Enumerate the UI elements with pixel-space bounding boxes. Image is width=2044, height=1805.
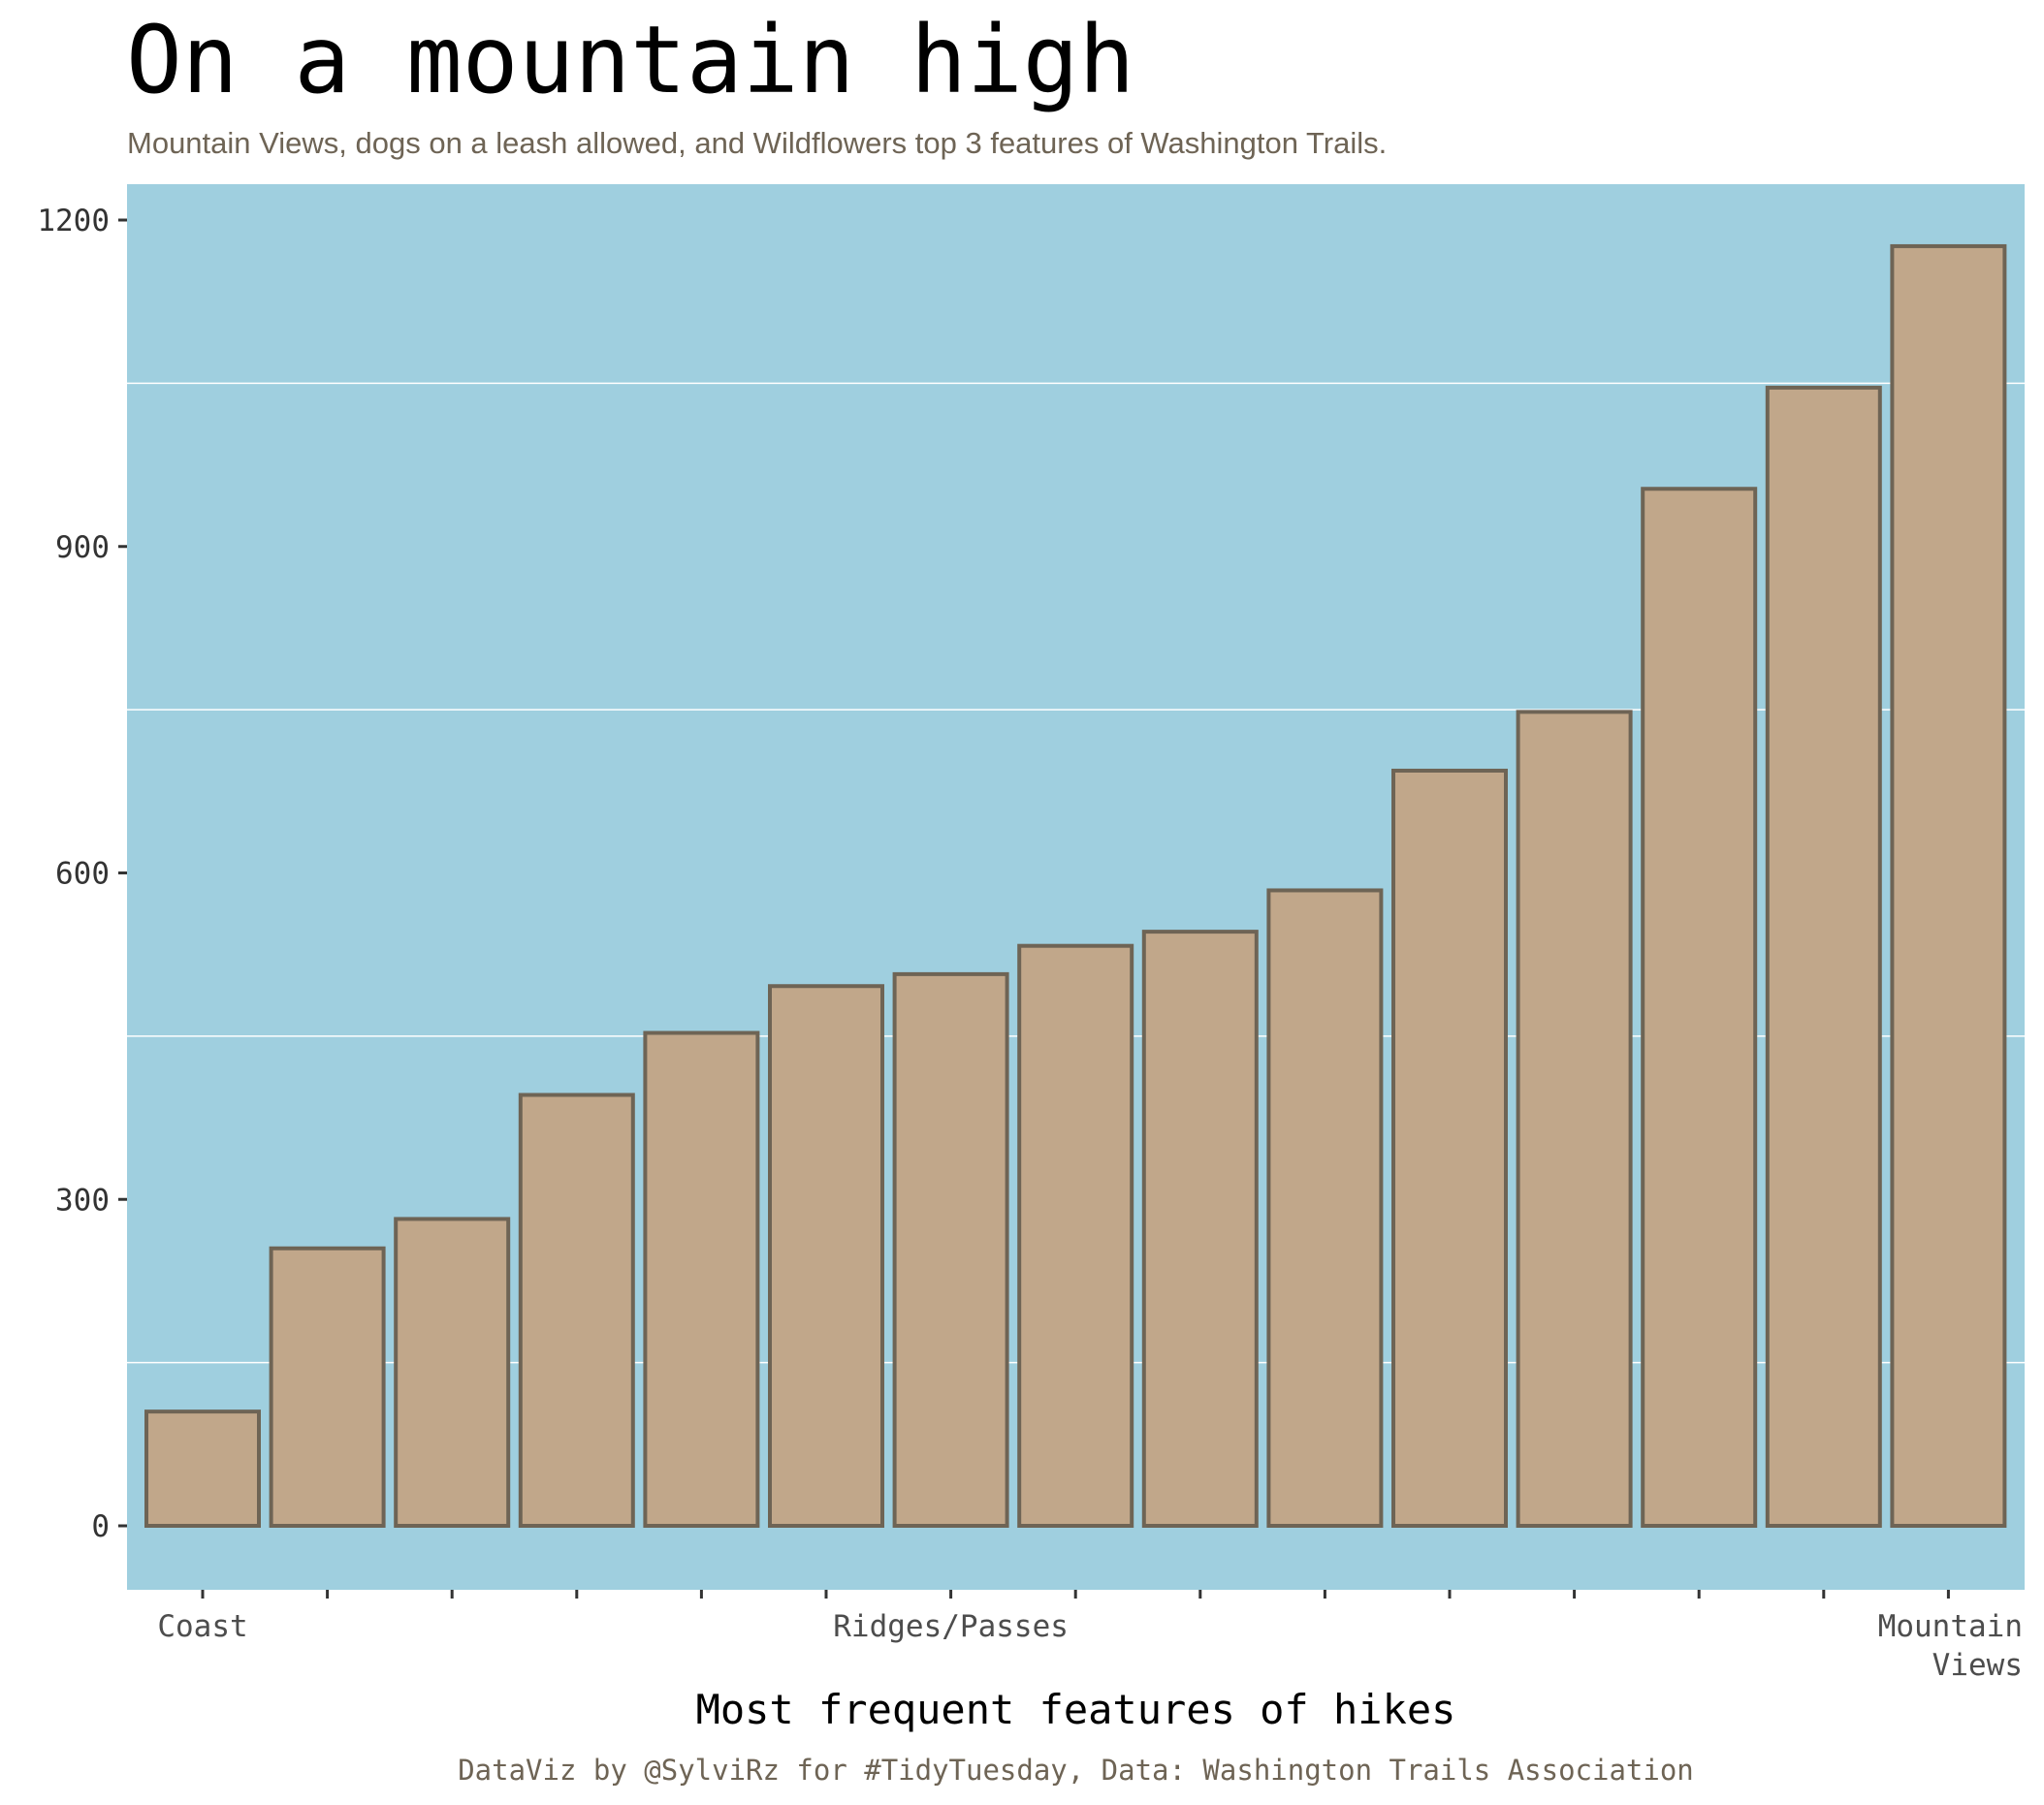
y-tick-label: 300 — [55, 1183, 110, 1218]
bar-10 — [1266, 888, 1384, 1528]
bar-3 — [394, 1217, 511, 1528]
x-tick-label: Ridges/Passes — [833, 1609, 1069, 1644]
bar-5 — [643, 1030, 760, 1528]
bar-2 — [269, 1246, 386, 1528]
x-tick-label: Views — [1932, 1648, 2023, 1683]
bar-14 — [1765, 385, 1882, 1528]
chart-title: On a mountain high — [126, 6, 1135, 114]
chart-subtitle: Mountain Views, dogs on a leash allowed,… — [127, 126, 1388, 160]
y-tick-label: 0 — [91, 1509, 110, 1544]
y-tick-label: 900 — [55, 530, 110, 565]
bar-12 — [1516, 710, 1633, 1528]
chart-caption: DataViz by @SylviRz for #TidyTuesday, Da… — [458, 1754, 1694, 1787]
bar-9 — [1141, 930, 1259, 1528]
bar-6 — [768, 984, 884, 1528]
y-tick-label: 1200 — [37, 204, 110, 238]
bar-1 — [144, 1409, 261, 1528]
bar-7 — [892, 971, 1009, 1528]
y-tick-label: 600 — [55, 857, 110, 892]
bar-4 — [518, 1092, 635, 1528]
bar-11 — [1391, 768, 1508, 1528]
x-tick-label: Coast — [157, 1609, 247, 1644]
bar-13 — [1641, 487, 1758, 1529]
bar-15 — [1890, 243, 2007, 1529]
x-tick-label: Mountain — [1878, 1609, 2023, 1644]
bar-8 — [1017, 943, 1134, 1528]
x-axis-title: Most frequent features of hikes — [696, 1686, 1456, 1733]
